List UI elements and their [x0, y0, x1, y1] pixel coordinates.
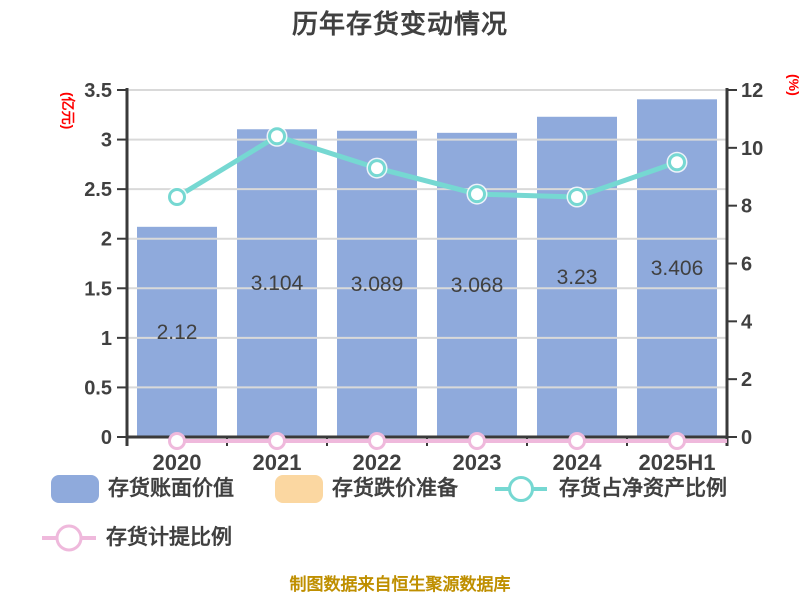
bar-value-label-2025H1: 3.406	[651, 257, 704, 280]
x-axis-label-2022: 2022	[353, 450, 402, 475]
x-axis-label-2020: 2020	[153, 450, 202, 475]
bar-swatch-blue-icon	[51, 475, 99, 503]
right-axis-tick-label: 12	[741, 80, 763, 102]
x-axis-label-2021: 2021	[253, 450, 302, 475]
bar-2022	[337, 130, 417, 437]
net-asset-ratio-marker-2020	[168, 187, 186, 206]
left-axis-tick-label: 3.5	[84, 80, 112, 102]
net-asset-ratio-marker-2024	[568, 187, 586, 206]
bar-value-label-2020: 2.12	[157, 321, 198, 344]
bar-2024	[537, 116, 617, 438]
provision-ratio-marker-2023	[468, 432, 486, 450]
provision-ratio-marker-2024	[568, 432, 586, 450]
right-axis-tick-label: 2	[741, 369, 752, 391]
bar-2023	[437, 132, 517, 437]
legend-label-depreciation-reserve: 存货跌价准备	[332, 477, 458, 500]
net-asset-ratio-marker-2021	[268, 127, 286, 146]
legend-item-book-value: 存货账面价值	[51, 475, 234, 503]
left-axis-tick-label: 0.5	[84, 377, 112, 399]
left-axis-tick-label: 0	[101, 427, 112, 449]
left-axis-tick-label: 1.5	[84, 278, 112, 300]
net-asset-ratio-marker-2025H1	[668, 153, 686, 172]
left-axis-tick-label: 2	[101, 229, 112, 251]
provision-ratio-marker-2022	[368, 432, 386, 450]
bar-value-label-2024: 3.23	[557, 266, 598, 289]
bar-2021	[237, 129, 317, 438]
bar-swatch-orange-icon	[275, 475, 323, 503]
right-axis-tick-label: 8	[741, 196, 752, 218]
right-axis-tick-label: 10	[741, 138, 763, 160]
provision-ratio-marker-2021	[268, 432, 286, 450]
x-axis-label-2023: 2023	[453, 450, 502, 475]
legend-item-net-asset-ratio: 存货占净资产比例	[495, 475, 727, 503]
left-axis-tick-label: 2.5	[84, 179, 112, 201]
legend-label-book-value: 存货账面价值	[108, 477, 234, 500]
source-caption: 制图数据来自恒生聚源数据库	[289, 575, 511, 594]
net-asset-ratio-line	[174, 133, 680, 200]
bar-value-label-2022: 3.089	[351, 273, 404, 296]
legend-label-provision-ratio: 存货计提比例	[106, 526, 232, 549]
left-axis-tick-label: 3	[101, 130, 112, 152]
legend-item-depreciation-reserve: 存货跌价准备	[275, 475, 458, 503]
right-axis-tick-label: 6	[741, 254, 752, 276]
x-axis-label-2025H1: 2025H1	[638, 450, 715, 475]
right-axis-tick-label: 4	[741, 311, 753, 333]
provision-ratio-marker-2020	[168, 432, 186, 450]
left-axis-tick-label: 1	[101, 328, 112, 350]
legend-label-net-asset-ratio: 存货占净资产比例	[559, 477, 727, 500]
line-circle-pink-icon	[42, 524, 96, 552]
bar-2020	[137, 226, 217, 437]
page-title: 历年存货变动情况	[291, 9, 508, 39]
bar-value-label-2021: 3.104	[251, 272, 304, 295]
bar-value-label-2023: 3.068	[451, 274, 504, 297]
x-axis-label-2024: 2024	[553, 450, 603, 475]
right-axis-tick-label: 0	[741, 427, 752, 449]
legend-item-provision-ratio: 存货计提比例	[42, 524, 232, 552]
net-asset-ratio-marker-2022	[368, 159, 386, 178]
provision-ratio-marker-2025H1	[668, 432, 686, 450]
net-asset-ratio-marker-2023	[468, 185, 486, 204]
line-circle-teal-icon	[495, 476, 547, 502]
